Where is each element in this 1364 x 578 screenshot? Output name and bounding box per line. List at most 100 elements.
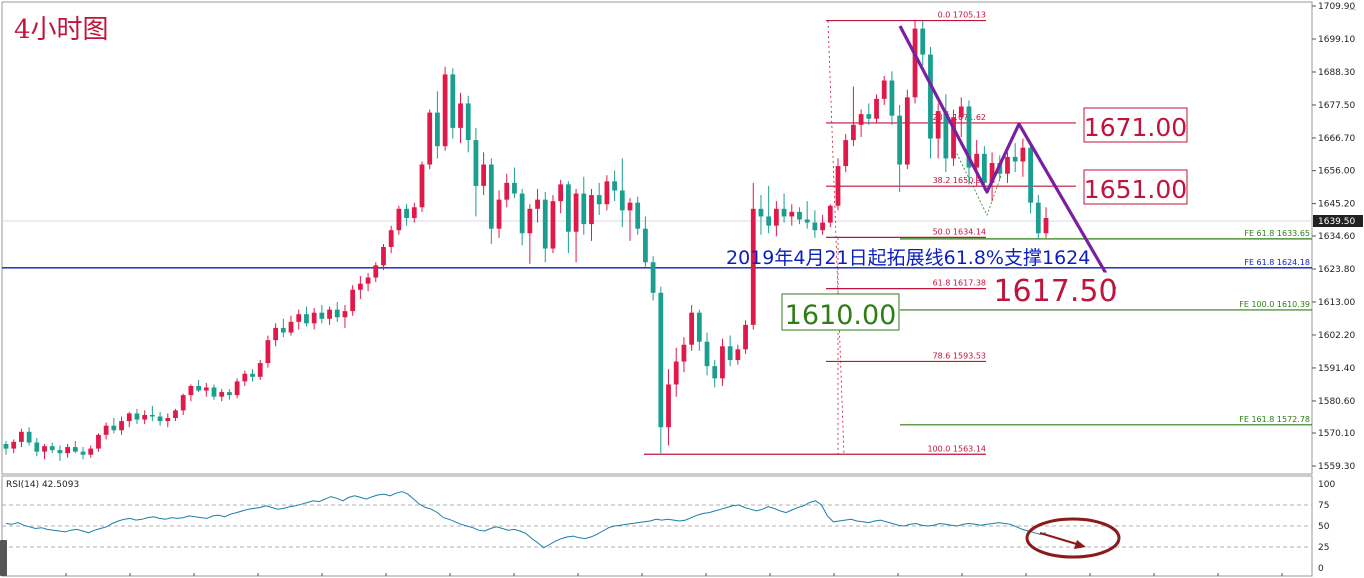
price-box-1671-frame: [1083, 107, 1188, 143]
fe-level-label: FE 161.8 1572.78: [1239, 415, 1310, 424]
candle-body: [473, 140, 479, 186]
candle-body: [42, 446, 47, 452]
fib-level-label: 100.0 1563.14: [927, 444, 986, 453]
candle-body: [612, 181, 617, 191]
close-icon: —: [1348, 5, 1357, 15]
y-tick-label: 1580.60: [1318, 397, 1355, 407]
candle-body: [619, 190, 625, 211]
candlestick-series: [3, 20, 1049, 461]
candle-body: [943, 111, 949, 159]
price-box-1671-text: 1671.00: [1084, 113, 1187, 142]
candle-body: [142, 414, 148, 420]
rsi-tick-label: 100: [1318, 480, 1335, 490]
rsi-arrow-line: [1039, 532, 1081, 546]
candle-body: [920, 28, 926, 55]
candle-body: [558, 184, 564, 202]
candle-body: [643, 228, 648, 263]
y-tick-label: 1656.00: [1318, 167, 1355, 177]
candle-body: [866, 114, 872, 119]
fibonacci-levels: 0.0 1705.13 23.6 1671.62 38.2 1650.90 50.0 …: [2, 11, 1312, 455]
candle-body: [319, 312, 325, 319]
candle-body: [419, 164, 425, 208]
fib-trend-dashed: [827, 20, 845, 455]
candle-body: [635, 202, 641, 229]
candle-body: [173, 410, 178, 419]
rsi-tick-label: 25: [1318, 543, 1329, 553]
candle-body: [134, 413, 140, 420]
candle-body: [904, 97, 910, 165]
candle-body: [1043, 217, 1049, 234]
price-box-1651-frame: [1083, 169, 1188, 205]
candle-body: [981, 153, 987, 183]
candle-body: [974, 153, 980, 168]
candle-body: [696, 312, 702, 342]
fib-level-label: 78.6 1593.53: [933, 351, 986, 360]
fe-level-label: FE 100.0 1610.39: [1239, 300, 1310, 309]
support-level-label: FE 61.8 1624.18: [1244, 258, 1310, 267]
candle-body: [57, 450, 63, 454]
candle-body: [26, 431, 32, 443]
candle-body: [234, 381, 240, 396]
candle-body: [666, 384, 671, 428]
candle-body: [689, 312, 695, 345]
candle-body: [65, 447, 71, 454]
candle-body: [1028, 147, 1033, 203]
candle-body: [758, 208, 764, 217]
candle-body: [149, 414, 155, 417]
candle-body: [404, 208, 409, 218]
candle-body: [542, 199, 548, 249]
candle-body: [350, 289, 356, 312]
candle-body: [357, 283, 363, 290]
candle-body: [573, 193, 579, 232]
candle-body: [442, 74, 448, 147]
candle-body: [789, 211, 795, 217]
candle-body: [720, 346, 725, 379]
current-price-badge: [1313, 215, 1363, 227]
candle-body: [712, 366, 718, 379]
candle-body: [280, 327, 286, 333]
candle-body: [804, 219, 810, 223]
candle-body: [650, 262, 656, 293]
candle-body: [928, 54, 933, 139]
candle-body: [589, 195, 594, 225]
candle-body: [435, 112, 440, 147]
candle-body: [935, 111, 941, 139]
candle-body: [157, 416, 163, 422]
candle-body: [627, 202, 633, 211]
candle-body: [773, 208, 779, 226]
price-box-1651-text: 1651.00: [1084, 175, 1187, 204]
candle-body: [304, 314, 309, 324]
rsi-tick-label: 0: [1318, 564, 1324, 574]
candle-body: [820, 222, 825, 231]
candle-body: [450, 74, 456, 128]
candle-body: [488, 164, 494, 229]
candle-body: [504, 182, 510, 200]
candle-body: [342, 311, 348, 318]
candle-body: [750, 208, 756, 325]
candle-body: [465, 103, 471, 141]
candle-body: [704, 341, 710, 367]
rsi-tick-label: 75: [1318, 501, 1329, 511]
candle-body: [227, 392, 232, 396]
candle-body: [288, 321, 294, 333]
scroll-handle: [0, 540, 7, 576]
candle-body: [242, 373, 248, 382]
candle-body: [481, 164, 487, 186]
y-tick-label: 1570.10: [1318, 429, 1355, 439]
candle-body: [596, 195, 602, 205]
candle-body: [835, 166, 841, 206]
fib-level-label: 38.2 1650.90: [933, 176, 986, 185]
candle-body: [966, 106, 972, 168]
candle-body: [897, 115, 903, 165]
candle-body: [211, 387, 217, 397]
candle-body: [11, 441, 17, 449]
candle-body: [681, 344, 687, 362]
candle-body: [889, 80, 895, 116]
price-box-1617-frame: [997, 272, 1114, 308]
candle-body: [396, 208, 402, 231]
candle-body: [373, 265, 379, 278]
candle-body: [874, 98, 879, 119]
candle-body: [103, 425, 109, 435]
candle-body: [427, 112, 433, 165]
